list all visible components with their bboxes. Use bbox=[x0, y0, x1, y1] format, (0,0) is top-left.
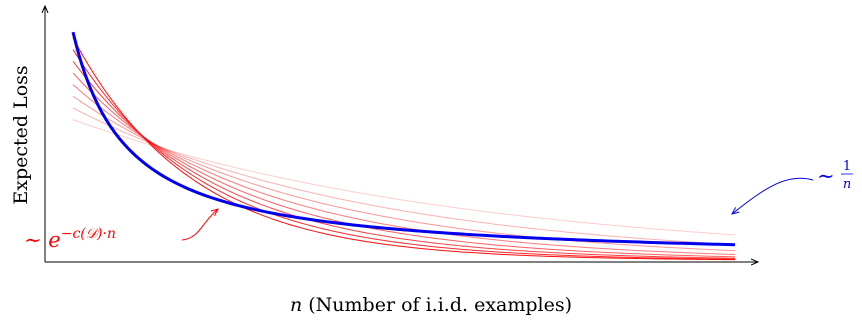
x-axis-description: (Number of i.i.d. examples) bbox=[308, 294, 572, 316]
inverse-annotation-numerator: 1 bbox=[843, 159, 851, 174]
exp-annotation: ∼ e−c(𝒟)·n bbox=[24, 226, 116, 252]
inverse-n-curve bbox=[71, 31, 736, 247]
exp-curve-8 bbox=[72, 119, 736, 236]
exp-curve-4 bbox=[72, 72, 736, 258]
x-axis-label: n (Number of i.i.d. examples) bbox=[290, 294, 572, 316]
inverse-annotation-prefix: ∼ bbox=[817, 164, 835, 188]
exp-curve-1 bbox=[72, 37, 736, 261]
exp-curve-2 bbox=[72, 49, 736, 260]
exp-annotation-arrow bbox=[181, 209, 218, 241]
inverse-annotation-denominator: n bbox=[843, 177, 851, 192]
y-axis-label: Expected Loss bbox=[10, 65, 32, 204]
x-axis-variable: n bbox=[290, 294, 302, 316]
exp-curve-7 bbox=[72, 107, 736, 246]
exp-annotation-base: e bbox=[48, 228, 60, 252]
exponential-curves bbox=[72, 37, 736, 261]
exp-annotation-exponent: −c(𝒟)·n bbox=[61, 226, 116, 242]
inverse-annotation-arrow bbox=[732, 177, 814, 214]
exp-curve-3 bbox=[72, 60, 736, 259]
exp-curve-5 bbox=[72, 84, 736, 255]
exp-annotation-prefix: ∼ bbox=[24, 228, 42, 252]
exp-curve-6 bbox=[72, 95, 736, 252]
